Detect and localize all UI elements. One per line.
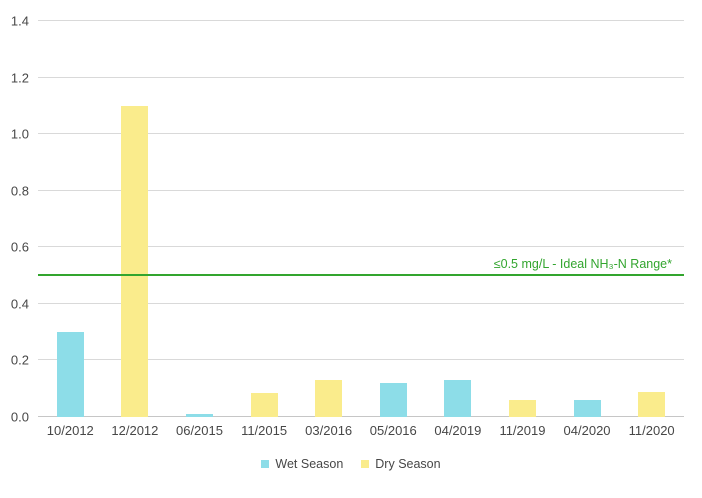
y-axis-label: 1.4 — [10, 13, 29, 29]
wet-season-bar — [444, 380, 472, 417]
legend-item-wet-season: Wet Season — [261, 457, 343, 471]
gridline — [38, 302, 684, 304]
gridline — [38, 246, 684, 248]
y-axis-label: 1.2 — [10, 70, 29, 86]
bar-column — [619, 21, 684, 417]
gridline — [38, 20, 684, 21]
gridline — [38, 359, 684, 361]
bar-column — [296, 21, 361, 417]
x-axis-label: 12/2012 — [111, 423, 159, 438]
y-axis-label: 0.8 — [10, 183, 29, 199]
dry-season-bar — [315, 380, 343, 417]
y-axis-label: 0.0 — [10, 409, 29, 425]
x-axis-label: 10/2012 — [46, 423, 94, 438]
x-axis-label: 11/2019 — [499, 423, 546, 438]
gridline — [38, 76, 684, 78]
y-axis-label: 0.6 — [10, 239, 29, 255]
y-axis-label: 1.0 — [10, 126, 29, 142]
dry-season-bar — [121, 105, 149, 417]
x-axis-label: 05/2016 — [369, 423, 417, 438]
plot-area: ≤0.5 mg/L - Ideal NH₃-N Range* 0.0 0.2 0.4… — [11, 15, 684, 424]
wet-season-bar — [379, 383, 407, 417]
bar-column — [103, 21, 168, 417]
gridline — [38, 189, 684, 191]
bar-column — [167, 21, 232, 417]
ideal-range-annotation: ≤0.5 mg/L - Ideal NH₃-N Range* — [493, 256, 672, 271]
dry-season-bar — [250, 392, 278, 417]
y-axis-label: 0.4 — [10, 296, 29, 312]
legend-label: Wet Season — [275, 457, 344, 471]
gridline — [38, 133, 684, 135]
wet-season-bar — [185, 414, 213, 417]
ideal-range-reference-line — [38, 273, 684, 276]
wet-season-swatch-icon — [261, 460, 270, 468]
dry-season-bar — [508, 400, 536, 417]
x-axis-label: 06/2015 — [175, 423, 223, 438]
wet-season-bar — [573, 400, 601, 417]
wet-season-bar — [56, 332, 84, 417]
bars-layer — [38, 21, 684, 417]
x-axis-label: 11/2015 — [241, 423, 288, 438]
dry-season-swatch-icon — [361, 460, 370, 468]
dry-season-bar — [638, 391, 666, 417]
x-axis-label: 04/2020 — [563, 423, 611, 438]
bar-column — [38, 21, 103, 417]
legend-label: Dry Season — [375, 457, 441, 471]
x-axis-labels: 10/2012 12/2012 06/2015 11/2015 03/2016 05/20… — [38, 423, 684, 438]
x-axis-line — [38, 416, 684, 417]
bar-column — [490, 21, 555, 417]
x-axis-label: 04/2019 — [434, 423, 482, 438]
y-axis-label: 0.2 — [10, 352, 29, 368]
bar-column — [555, 21, 620, 417]
x-axis-label: 03/2016 — [305, 423, 353, 438]
bar-column — [361, 21, 426, 417]
x-axis-label: 11/2020 — [628, 423, 675, 438]
bar-column — [232, 21, 297, 417]
legend-item-dry-season: Dry Season — [361, 457, 441, 471]
legend: Wet Season Dry Season — [0, 457, 702, 471]
bar-column — [426, 21, 491, 417]
